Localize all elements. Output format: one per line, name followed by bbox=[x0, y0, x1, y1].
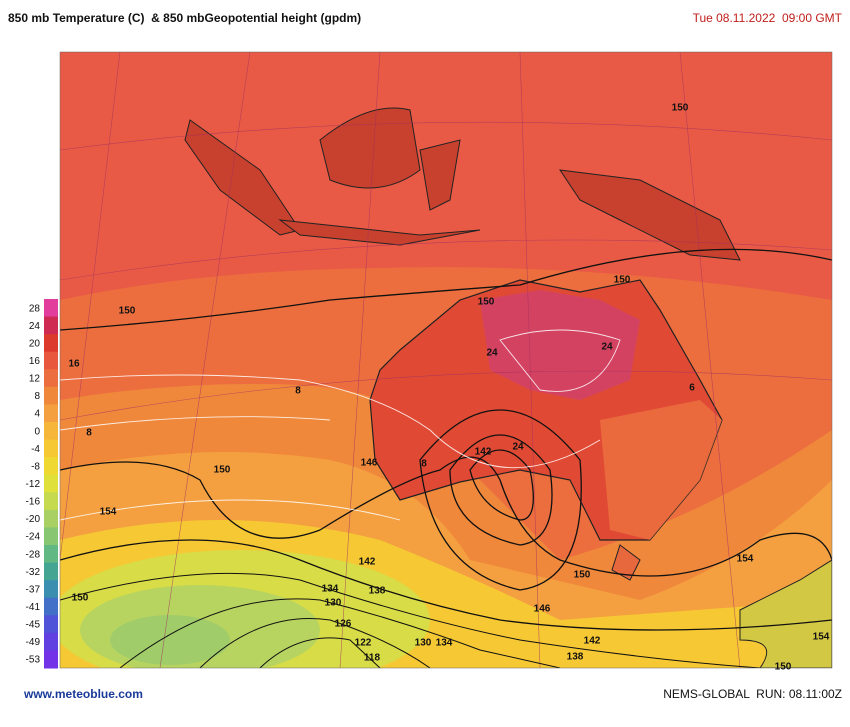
map bbox=[60, 52, 832, 668]
map-frame bbox=[59, 51, 833, 669]
colorbar-segment bbox=[44, 632, 58, 651]
colorbar-segment bbox=[44, 351, 58, 370]
contour-label: 150 bbox=[72, 593, 89, 604]
colorbar-segment bbox=[44, 650, 58, 669]
contour-label: 130 bbox=[415, 638, 432, 649]
colorbar-segment bbox=[44, 422, 58, 441]
contour-label: 142 bbox=[475, 447, 492, 458]
colorbar-label: 12 bbox=[29, 374, 41, 385]
contour-label: 150 bbox=[614, 275, 631, 286]
contour-label: 150 bbox=[672, 103, 689, 114]
colorbar-label: -16 bbox=[26, 497, 41, 508]
colorbar-segment bbox=[44, 527, 58, 546]
colorbar-segment bbox=[44, 404, 58, 423]
colorbar-label: -49 bbox=[26, 637, 41, 648]
colorbar-segment bbox=[44, 562, 58, 581]
contour-label: 118 bbox=[364, 653, 381, 664]
contour-label: 130 bbox=[325, 598, 342, 609]
colorbar-label: 24 bbox=[29, 321, 41, 332]
contour-label: 16 bbox=[68, 359, 80, 370]
colorbar-label: 28 bbox=[29, 303, 41, 314]
model-run: NEMS-GLOBAL RUN: 08.11:00Z bbox=[663, 687, 842, 701]
colorbar-segment bbox=[44, 615, 58, 634]
contour-label: 122 bbox=[355, 638, 372, 649]
colorbar-label: -4 bbox=[31, 444, 40, 455]
title: 850 mb Temperature (C) & 850 mbGeopotent… bbox=[8, 11, 361, 25]
contour-label: 150 bbox=[574, 570, 591, 581]
contour-label: 142 bbox=[359, 557, 376, 568]
contour-label: 138 bbox=[369, 586, 386, 597]
colorbar-segment bbox=[44, 580, 58, 599]
colorbar-label: 0 bbox=[34, 426, 40, 437]
contour-label: 8 bbox=[295, 386, 301, 397]
colorbar-label: 4 bbox=[34, 409, 40, 420]
colorbar: 28 24 20 16 12 8 4 0 -4 -8 -12 -16 -20 -24 -28 -32 -37 -4… bbox=[26, 299, 58, 669]
contour-label: 142 bbox=[584, 636, 601, 647]
colorbar-label: -32 bbox=[26, 567, 41, 578]
contour-label: 134 bbox=[436, 638, 453, 649]
contour-label: 24 bbox=[512, 442, 524, 453]
colorbar-label: -37 bbox=[26, 584, 41, 595]
contour-label: 6 bbox=[689, 383, 695, 394]
colorbar-label: -53 bbox=[26, 655, 41, 666]
colorbar-label: -28 bbox=[26, 549, 41, 560]
contour-label: 146 bbox=[534, 604, 551, 615]
contour-label: 150 bbox=[119, 306, 136, 317]
colorbar-label: -20 bbox=[26, 514, 41, 525]
colorbar-segment bbox=[44, 334, 58, 353]
colorbar-label: -24 bbox=[26, 532, 41, 543]
timestamp: Tue 08.11.2022 09:00 GMT bbox=[693, 11, 843, 25]
colorbar-label: -45 bbox=[26, 620, 41, 631]
contour-label: 8 bbox=[421, 459, 427, 470]
colorbar-segment bbox=[44, 386, 58, 405]
colorbar-label: 16 bbox=[29, 356, 41, 367]
contour-label: 154 bbox=[100, 507, 117, 518]
contour-label: 134 bbox=[322, 584, 339, 595]
colorbar-label: -8 bbox=[31, 461, 40, 472]
contour-label: 126 bbox=[335, 619, 352, 630]
colorbar-segment bbox=[44, 316, 58, 335]
contour-label: 24 bbox=[486, 348, 498, 359]
site-link[interactable]: www.meteoblue.com bbox=[23, 687, 143, 701]
colorbar-segment bbox=[44, 369, 58, 388]
contour-label: 154 bbox=[813, 632, 830, 643]
contour-label: 24 bbox=[601, 342, 613, 353]
colorbar-segment bbox=[44, 439, 58, 458]
contour-label: 150 bbox=[214, 465, 231, 476]
contour-label: 8 bbox=[86, 428, 92, 439]
colorbar-segment bbox=[44, 474, 58, 493]
colorbar-segment bbox=[44, 457, 58, 476]
contour-label: 154 bbox=[737, 554, 754, 565]
contour-labels: 150 150 150 150 24 24 16 6 8 8 142 24 146 8 150 154 154 1… bbox=[68, 103, 829, 673]
colorbar-label: 20 bbox=[29, 338, 41, 349]
contour-label: 138 bbox=[567, 652, 584, 663]
contour-label: 146 bbox=[361, 458, 378, 469]
contour-label: 150 bbox=[775, 662, 792, 673]
colorbar-segment bbox=[44, 509, 58, 528]
colorbar-segment bbox=[44, 597, 58, 616]
colorbar-label: 8 bbox=[34, 391, 40, 402]
colorbar-label: -12 bbox=[26, 479, 41, 490]
contour-label: 150 bbox=[478, 297, 495, 308]
colorbar-segment bbox=[44, 545, 58, 564]
colorbar-segment bbox=[44, 492, 58, 511]
colorbar-label: -41 bbox=[26, 602, 41, 613]
colorbar-segment bbox=[44, 299, 58, 318]
